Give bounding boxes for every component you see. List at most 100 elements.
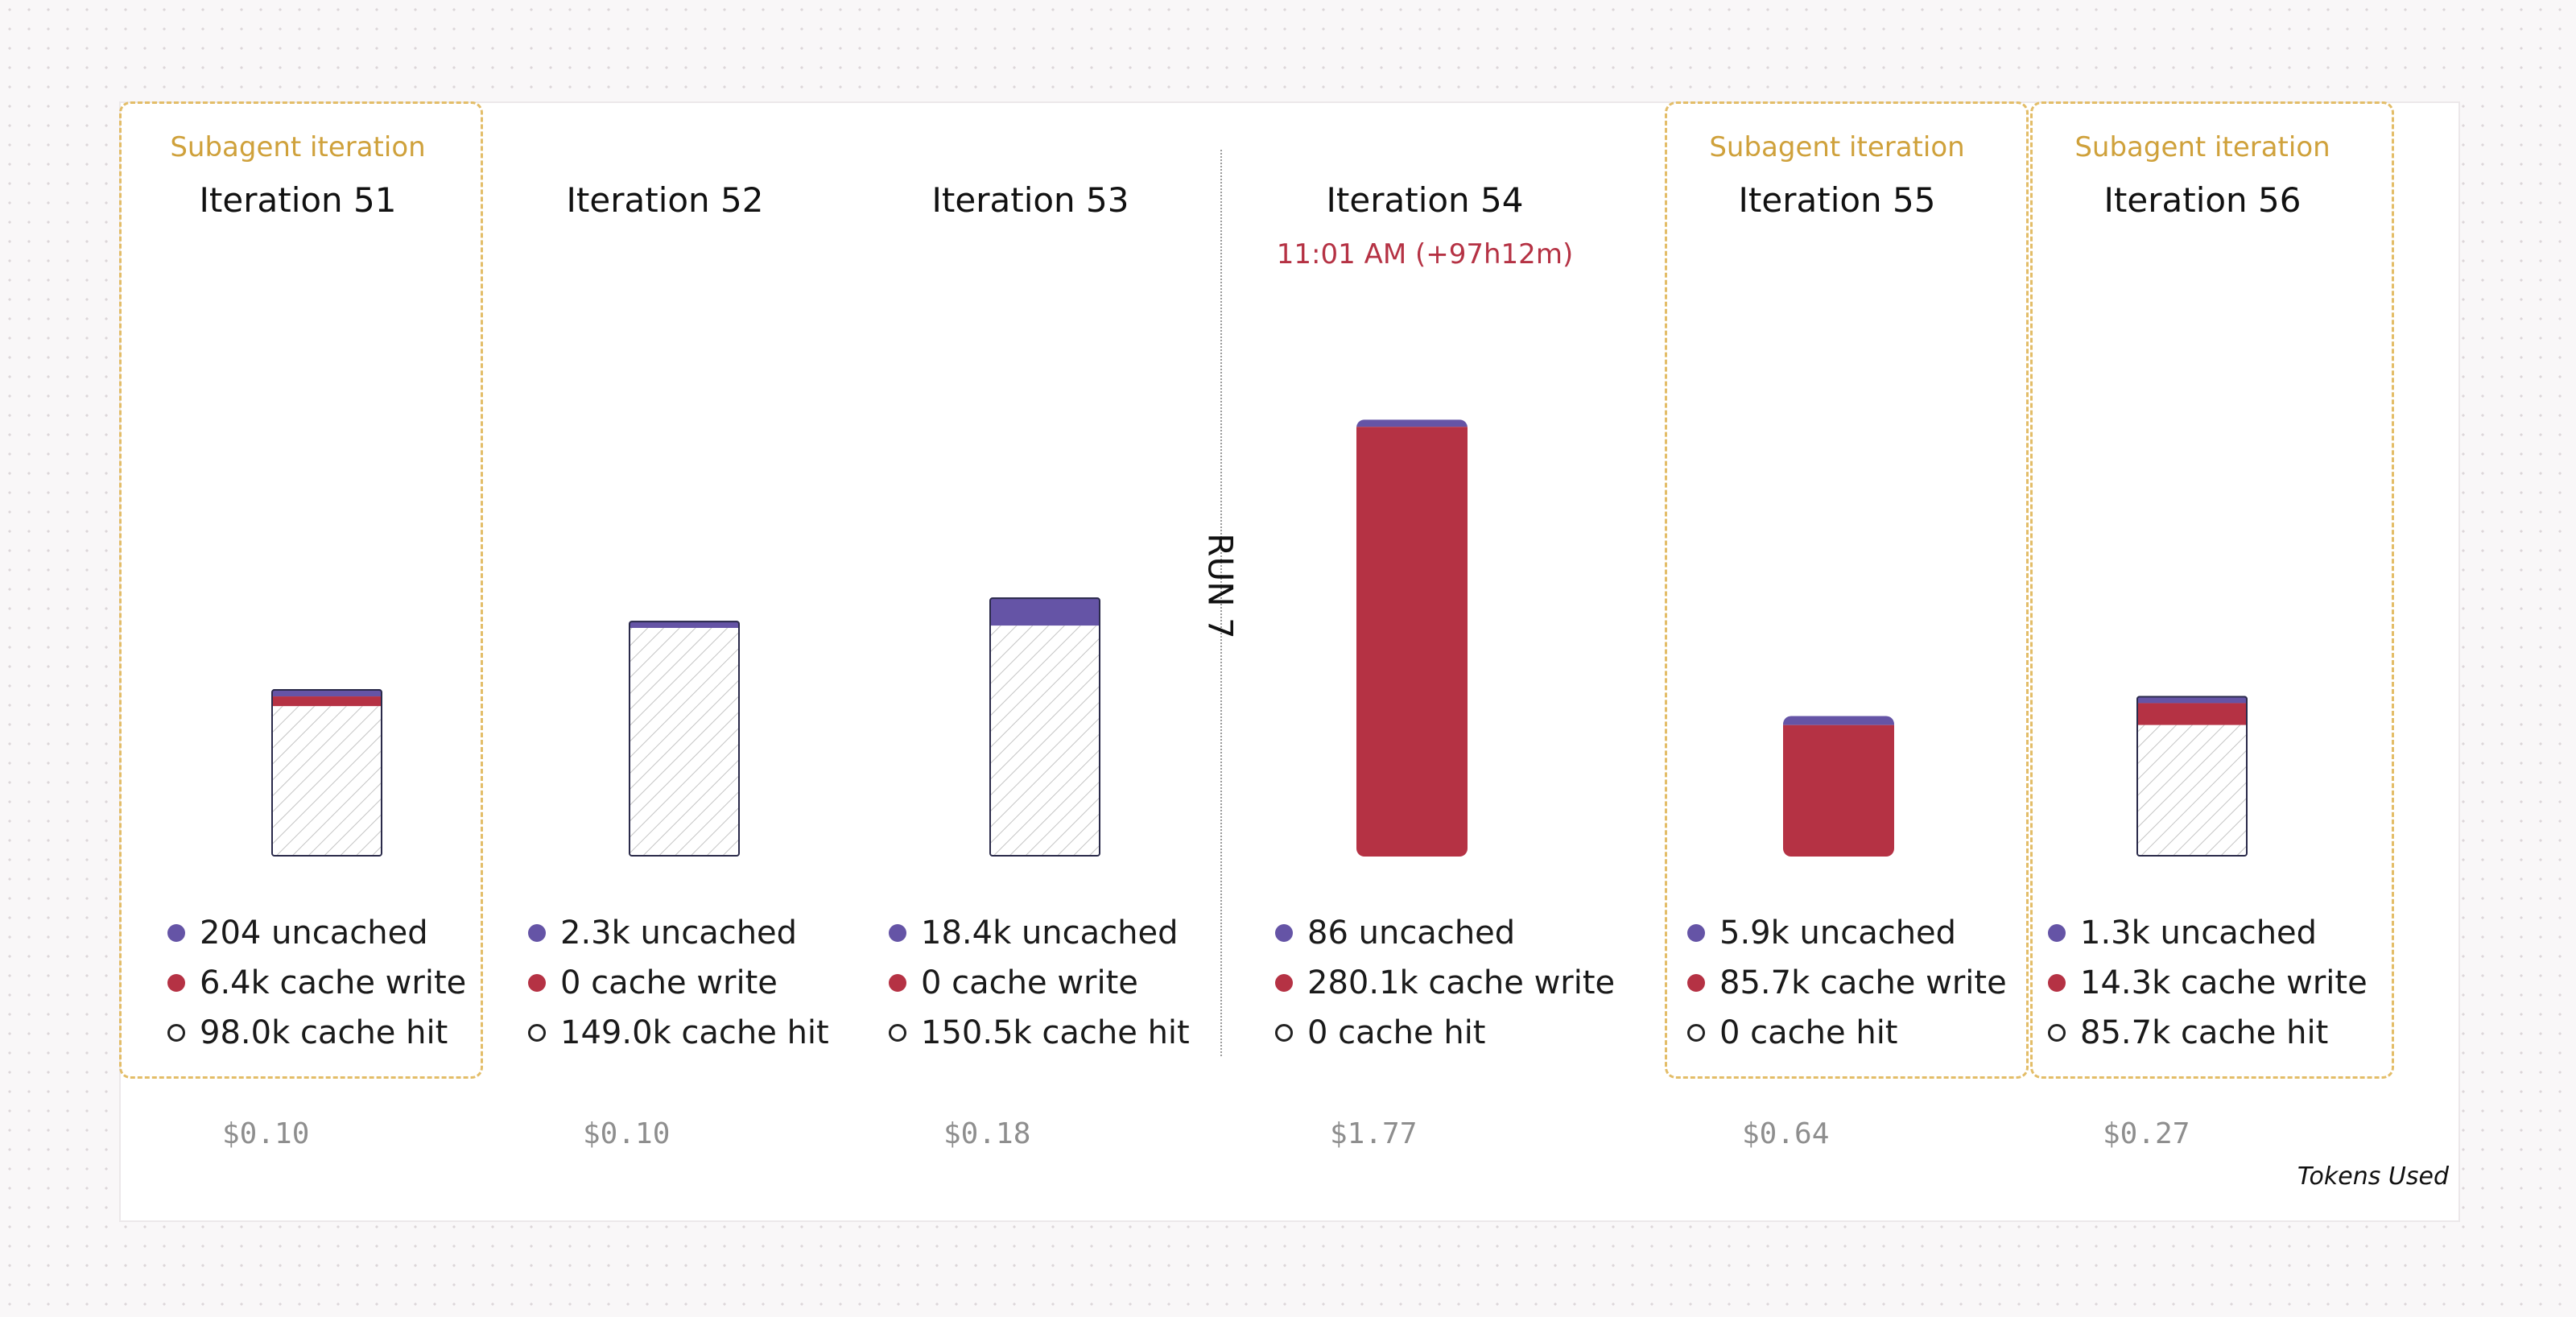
legend-uncached: 2.3k uncached <box>528 908 829 958</box>
legend-dot <box>167 974 185 992</box>
subagent-label: Subagent iteration <box>2074 131 2330 163</box>
legend-text: 6.4k cache write <box>200 964 467 1001</box>
legend-cache-hit: 0 cache hit <box>1687 1008 2007 1058</box>
legend-text: 150.5k cache hit <box>921 1014 1190 1051</box>
iteration-cost: $0.10 <box>583 1117 671 1150</box>
legend-dot <box>889 924 906 942</box>
bar-legend: 86 uncached 280.1k cache write 0 cache hit <box>1275 908 1615 1058</box>
iteration-title: Iteration 53 <box>931 180 1129 220</box>
iteration-cost: $0.64 <box>1742 1117 1830 1150</box>
bar-outline <box>629 621 740 857</box>
legend-cache-hit: 0 cache hit <box>1275 1008 1615 1058</box>
legend-cache-write: 280.1k cache write <box>1275 958 1615 1008</box>
subagent-label: Subagent iteration <box>1709 131 1965 163</box>
legend-dot <box>1275 974 1293 992</box>
legend-uncached: 1.3k uncached <box>2048 908 2368 958</box>
bar-legend: 2.3k uncached 0 cache write 149.0k cache h… <box>528 908 829 1058</box>
iteration-title: Iteration 51 <box>199 180 397 220</box>
legend-text: 5.9k uncached <box>1719 914 1957 952</box>
bar-segment-cache-write <box>271 696 382 707</box>
bar-outline <box>989 597 1100 857</box>
bar-stack <box>629 621 740 857</box>
legend-cache-write: 85.7k cache write <box>1687 958 2007 1008</box>
legend-text: 204 uncached <box>200 914 428 952</box>
legend-cache-hit: 98.0k cache hit <box>167 1008 466 1058</box>
iteration-cost: $0.10 <box>222 1117 310 1150</box>
bar-segment-cache-hit <box>629 628 740 857</box>
legend-text: 149.0k cache hit <box>560 1014 829 1051</box>
bar-legend: 204 uncached 6.4k cache write 98.0k cache … <box>167 908 466 1058</box>
bar-segment-cache-write <box>1356 427 1468 857</box>
legend-dot <box>1275 924 1293 942</box>
subagent-box <box>119 101 483 1079</box>
legend-text: 85.7k cache write <box>1719 964 2007 1001</box>
legend-dot <box>528 924 546 942</box>
legend-text: 14.3k cache write <box>2080 964 2368 1001</box>
subagent-box <box>1665 101 2029 1079</box>
x-axis-title: Tokens Used <box>2297 1162 2449 1191</box>
bar-outline <box>2136 696 2248 857</box>
subagent-box <box>2030 101 2394 1079</box>
legend-text: 0 cache hit <box>1307 1014 1486 1051</box>
legend-cache-write: 0 cache write <box>528 958 829 1008</box>
legend-cache-hit: 150.5k cache hit <box>889 1008 1190 1058</box>
legend-dot <box>889 974 906 992</box>
legend-cache-write: 14.3k cache write <box>2048 958 2368 1008</box>
bar-segment-cache-hit <box>2136 725 2248 857</box>
legend-text: 0 cache write <box>560 964 778 1001</box>
bar-stack <box>989 597 1100 857</box>
bar-legend: 1.3k uncached 14.3k cache write 85.7k cach… <box>2048 908 2368 1058</box>
legend-dot <box>1687 924 1705 942</box>
iteration-cost: $1.77 <box>1330 1117 1418 1150</box>
legend-text: 0 cache write <box>921 964 1138 1001</box>
legend-uncached: 86 uncached <box>1275 908 1615 958</box>
bar-segment-uncached <box>1356 419 1468 427</box>
iteration-title: Iteration 55 <box>1738 180 1936 220</box>
bar-segment-cache-write <box>1783 725 1894 857</box>
iteration-cost: $0.27 <box>2103 1117 2190 1150</box>
bar-segment-uncached <box>629 621 740 629</box>
legend-cache-write: 6.4k cache write <box>167 958 466 1008</box>
legend-dot <box>167 1024 185 1042</box>
legend-cache-hit: 149.0k cache hit <box>528 1008 829 1058</box>
legend-text: 85.7k cache hit <box>2080 1014 2329 1051</box>
bar-segment-uncached <box>989 597 1100 626</box>
bar-stack <box>271 689 382 857</box>
iteration-title: Iteration 56 <box>2103 180 2301 220</box>
legend-dot <box>1687 1024 1705 1042</box>
legend-text: 98.0k cache hit <box>200 1014 448 1051</box>
iteration-cost: $0.18 <box>943 1117 1031 1150</box>
bar-segment-uncached <box>2136 696 2248 704</box>
bar-stack <box>2136 696 2248 857</box>
run-divider <box>1220 150 1222 1056</box>
legend-text: 18.4k uncached <box>921 914 1179 952</box>
legend-uncached: 5.9k uncached <box>1687 908 2007 958</box>
iteration-title: Iteration 52 <box>566 180 764 220</box>
legend-dot <box>528 974 546 992</box>
legend-text: 86 uncached <box>1307 914 1516 952</box>
bar-legend: 18.4k uncached 0 cache write 150.5k cache … <box>889 908 1190 1058</box>
iteration-time: 11:01 AM (+97h12m) <box>1276 238 1574 270</box>
subagent-label: Subagent iteration <box>170 131 426 163</box>
legend-text: 280.1k cache write <box>1307 964 1616 1001</box>
legend-dot <box>2048 974 2066 992</box>
legend-uncached: 18.4k uncached <box>889 908 1190 958</box>
legend-text: 0 cache hit <box>1719 1014 1898 1051</box>
bar-segment-uncached <box>1783 716 1894 725</box>
bar-stack <box>1783 716 1894 857</box>
legend-text: 1.3k uncached <box>2080 914 2318 952</box>
bar-stack <box>1356 419 1468 857</box>
legend-cache-hit: 85.7k cache hit <box>2048 1008 2368 1058</box>
legend-dot <box>528 1024 546 1042</box>
legend-uncached: 204 uncached <box>167 908 466 958</box>
legend-text: 2.3k uncached <box>560 914 798 952</box>
bar-segment-uncached <box>271 689 382 697</box>
bar-outline <box>271 689 382 857</box>
legend-dot <box>1687 974 1705 992</box>
bar-segment-cache-write <box>2136 703 2248 725</box>
iteration-title: Iteration 54 <box>1326 180 1524 220</box>
legend-cache-write: 0 cache write <box>889 958 1190 1008</box>
legend-dot <box>167 924 185 942</box>
legend-dot <box>889 1024 906 1042</box>
